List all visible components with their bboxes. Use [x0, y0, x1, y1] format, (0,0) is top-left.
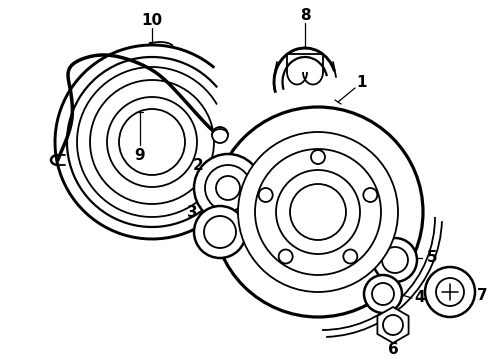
Circle shape — [364, 275, 402, 313]
Circle shape — [216, 176, 240, 200]
Circle shape — [238, 132, 398, 292]
Circle shape — [372, 283, 394, 305]
Circle shape — [205, 165, 251, 211]
Circle shape — [204, 216, 236, 248]
Circle shape — [255, 149, 381, 275]
Circle shape — [194, 154, 262, 222]
Circle shape — [213, 107, 423, 317]
Polygon shape — [377, 307, 409, 343]
Circle shape — [373, 238, 417, 282]
Text: 10: 10 — [142, 13, 163, 27]
Text: 6: 6 — [388, 342, 398, 357]
Circle shape — [343, 249, 357, 264]
Circle shape — [279, 249, 293, 264]
Circle shape — [276, 170, 360, 254]
Circle shape — [290, 184, 346, 240]
Circle shape — [382, 247, 408, 273]
Circle shape — [311, 150, 325, 164]
Circle shape — [436, 278, 464, 306]
Text: 2: 2 — [193, 158, 203, 172]
Circle shape — [425, 267, 475, 317]
Text: 4: 4 — [415, 291, 425, 306]
Circle shape — [383, 315, 403, 335]
Circle shape — [194, 206, 246, 258]
Circle shape — [259, 188, 273, 202]
Text: 7: 7 — [477, 288, 488, 302]
Text: 3: 3 — [187, 204, 197, 220]
Text: 9: 9 — [135, 148, 146, 162]
Circle shape — [363, 188, 377, 202]
Text: 5: 5 — [427, 251, 437, 266]
Text: 1: 1 — [357, 75, 367, 90]
Circle shape — [212, 127, 228, 143]
Text: 8: 8 — [300, 8, 310, 23]
